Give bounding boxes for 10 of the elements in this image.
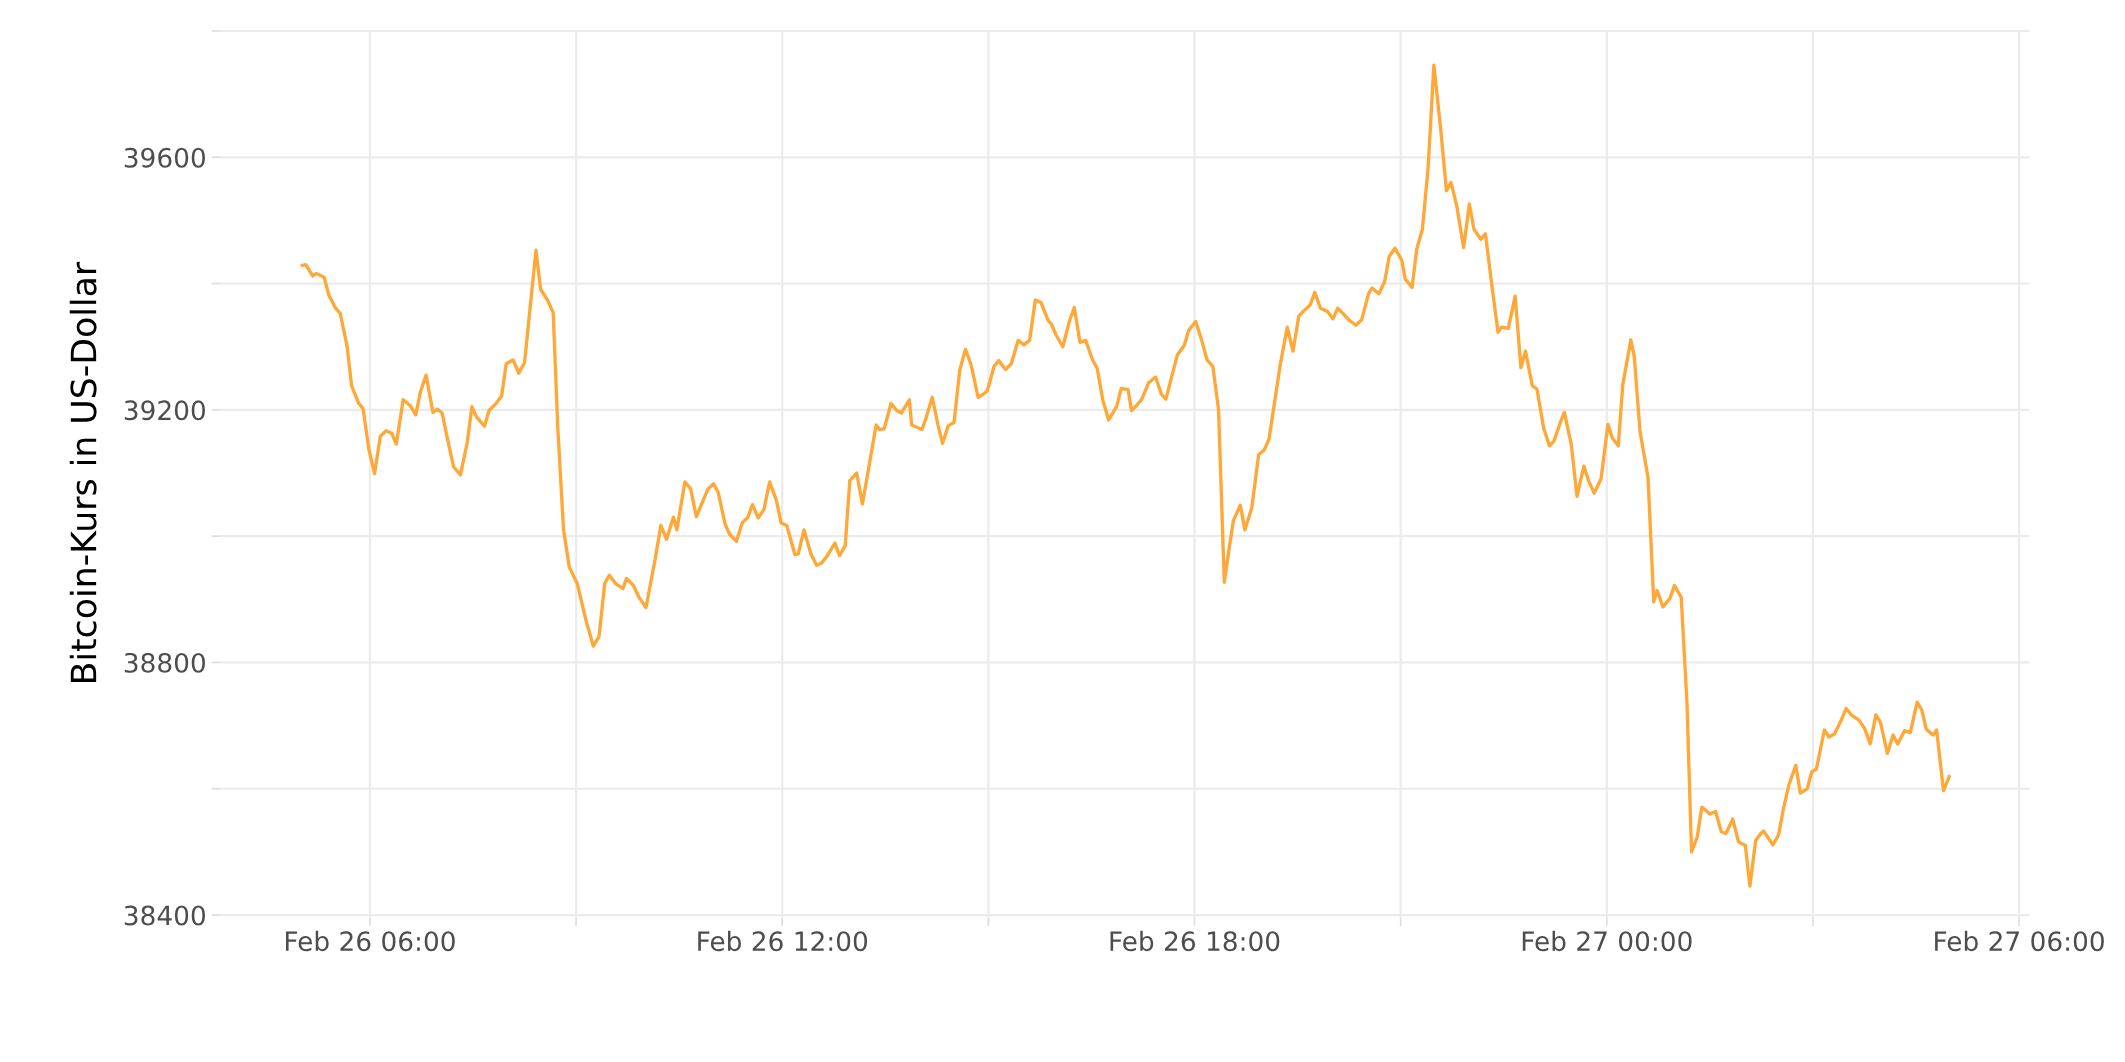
y-axis-title: Bitcoin-Kurs in US-Dollar <box>69 261 97 683</box>
y-tick-label: 39600 <box>124 147 205 168</box>
x-tick-label: Feb 26 18:00 <box>1110 930 1280 952</box>
y-tick-label: 38800 <box>124 652 205 673</box>
x-tick-label: Feb 26 12:00 <box>698 930 868 952</box>
y-tick-label: 39200 <box>124 400 205 421</box>
x-tick-label: Feb 27 00:00 <box>1522 930 1692 952</box>
x-tick-label: Feb 26 06:00 <box>285 930 455 952</box>
x-tick-label: Feb 27 06:00 <box>1935 930 2104 952</box>
y-tick-label: 38400 <box>124 905 205 926</box>
